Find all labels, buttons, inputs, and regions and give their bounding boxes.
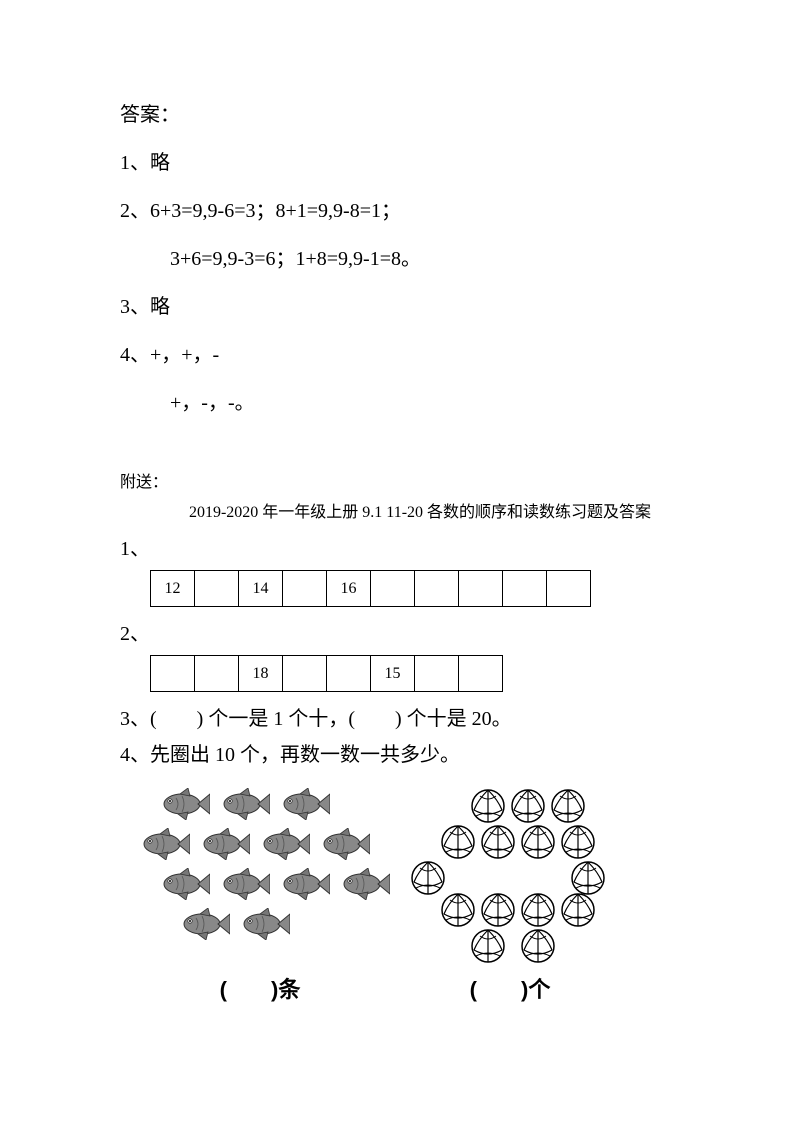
volleyball-icon bbox=[560, 824, 596, 860]
appendix-label: 附送： bbox=[120, 468, 680, 492]
appendix-title: 2019-2020 年一年级上册 9.1 11-20 各数的顺序和读数练习题及答… bbox=[120, 498, 680, 522]
fish-icon bbox=[260, 828, 310, 860]
question-2: 2、 bbox=[120, 619, 680, 649]
fish-icon bbox=[280, 788, 330, 820]
fish-icon bbox=[220, 868, 270, 900]
volleyball-icon bbox=[510, 788, 546, 824]
volleyball-icon bbox=[480, 892, 516, 928]
number-cell bbox=[547, 571, 591, 607]
volleyball-icon bbox=[570, 860, 606, 896]
fish-icon bbox=[220, 788, 270, 820]
number-cell bbox=[371, 571, 415, 607]
volleyball-icon bbox=[470, 788, 506, 824]
fish-icon bbox=[280, 868, 330, 900]
volleyball-icon bbox=[480, 824, 516, 860]
volleyball-icon bbox=[470, 928, 506, 964]
number-cell bbox=[459, 656, 503, 692]
number-cell bbox=[283, 656, 327, 692]
number-cell: 18 bbox=[239, 656, 283, 692]
fish-grid bbox=[140, 788, 380, 958]
question-3: 3、( ) 个一是 1 个十，( ) 个十是 20。 bbox=[120, 704, 680, 734]
number-cell: 16 bbox=[327, 571, 371, 607]
number-cell: 15 bbox=[371, 656, 415, 692]
answer-3: 3、略 bbox=[120, 292, 680, 322]
volleyball-icon bbox=[560, 892, 596, 928]
number-cell bbox=[195, 656, 239, 692]
fish-icon bbox=[180, 908, 230, 940]
number-cell bbox=[151, 656, 195, 692]
fish-icon bbox=[320, 828, 370, 860]
number-cell bbox=[415, 656, 459, 692]
fish-icon bbox=[200, 828, 250, 860]
volleyball-icon bbox=[410, 860, 446, 896]
number-cell bbox=[415, 571, 459, 607]
ball-caption: ( )个 bbox=[410, 972, 610, 1004]
answer-2b: 3+6=9,9-3=6；1+8=9,9-1=8。 bbox=[170, 244, 680, 274]
number-cell bbox=[195, 571, 239, 607]
fish-block: ( )条 bbox=[140, 788, 380, 1004]
number-row-2: 1815 bbox=[150, 655, 503, 692]
volleyball-icon bbox=[440, 824, 476, 860]
number-cell bbox=[327, 656, 371, 692]
fish-icon bbox=[160, 788, 210, 820]
volleyball-icon bbox=[520, 824, 556, 860]
answer-1: 1、略 bbox=[120, 148, 680, 178]
fish-icon bbox=[240, 908, 290, 940]
fish-caption: ( )条 bbox=[140, 972, 380, 1004]
number-cell bbox=[503, 571, 547, 607]
answers-heading: 答案： bbox=[120, 100, 680, 130]
ball-grid bbox=[410, 788, 610, 958]
answer-4b: +，-，-。 bbox=[170, 388, 680, 418]
question-1: 1、 bbox=[120, 534, 680, 564]
volleyball-icon bbox=[520, 892, 556, 928]
number-row-1: 12 14 16 bbox=[150, 570, 591, 607]
number-cell: 14 bbox=[239, 571, 283, 607]
fish-icon bbox=[160, 868, 210, 900]
number-cell: 12 bbox=[151, 571, 195, 607]
fish-icon bbox=[340, 868, 390, 900]
ball-block: ( )个 bbox=[410, 788, 610, 1004]
volleyball-icon bbox=[520, 928, 556, 964]
fish-icon bbox=[140, 828, 190, 860]
question-4: 4、先圈出 10 个，再数一数一共多少。 bbox=[120, 740, 680, 770]
number-cell bbox=[459, 571, 503, 607]
answer-4a: 4、+，+，- bbox=[120, 340, 680, 370]
volleyball-icon bbox=[440, 892, 476, 928]
answer-2a: 2、6+3=9,9-6=3；8+1=9,9-8=1； bbox=[120, 196, 680, 226]
volleyball-icon bbox=[550, 788, 586, 824]
number-cell bbox=[283, 571, 327, 607]
